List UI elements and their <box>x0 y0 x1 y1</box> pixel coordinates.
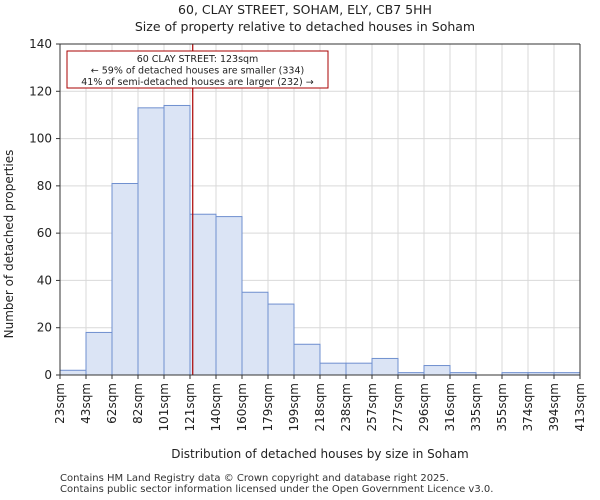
x-tick-label: 179sqm <box>261 383 275 431</box>
x-tick-label: 199sqm <box>287 383 301 431</box>
x-tick-label: 121sqm <box>183 383 197 431</box>
x-tick-label: 140sqm <box>209 383 223 431</box>
x-tick-label: 355sqm <box>495 383 509 431</box>
histogram-bar <box>137 107 165 376</box>
x-tick-label: 257sqm <box>365 383 379 431</box>
histogram-bar <box>345 362 373 376</box>
histogram-bar <box>293 343 321 376</box>
annotation-box: 60 CLAY STREET: 123sqm← 59% of detached … <box>66 50 329 89</box>
histogram-bar <box>267 303 295 376</box>
y-tick-labels: 0 20 40 60 80 100 120 140 <box>29 37 60 382</box>
y-tick-label: 140 <box>29 37 52 51</box>
y-tick-label: 100 <box>29 132 52 146</box>
annotation-text-line: ← 59% of detached houses are smaller (33… <box>91 66 304 77</box>
footer-line-1: Contains HM Land Registry data © Crown c… <box>60 473 449 484</box>
x-tick-label: 160sqm <box>235 383 249 431</box>
x-tick-label: 43sqm <box>79 383 93 424</box>
x-tick-label: 23sqm <box>53 383 67 424</box>
histogram-bar <box>241 291 269 376</box>
y-tick-label: 20 <box>37 321 52 335</box>
y-tick-label: 40 <box>37 273 52 287</box>
y-tick-label: 0 <box>44 368 52 382</box>
histogram-bar <box>371 357 399 376</box>
x-tick-label: 101sqm <box>157 383 171 431</box>
x-tick-label: 413sqm <box>573 383 587 431</box>
x-tick-label: 316sqm <box>443 383 457 431</box>
x-tick-label: 394sqm <box>547 383 561 431</box>
x-tick-label: 296sqm <box>417 383 431 431</box>
axes <box>59 43 581 376</box>
y-tick-label: 120 <box>29 84 52 98</box>
histogram-bar <box>423 365 451 376</box>
annotation-frame <box>66 50 329 89</box>
annotation-text-line: 60 CLAY STREET: 123sqm <box>137 54 259 65</box>
x-tick-label: 335sqm <box>469 383 483 431</box>
y-tick-label: 80 <box>37 179 52 193</box>
y-axis-label: Number of detached properties <box>2 150 16 339</box>
x-tick-label: 62sqm <box>105 383 119 424</box>
histogram-bar <box>59 369 87 376</box>
x-tick-label: 238sqm <box>339 383 353 431</box>
histogram-bar <box>163 104 191 376</box>
footer-line-2: Contains public sector information licen… <box>60 484 494 495</box>
histogram-bar <box>189 213 217 376</box>
x-tick-label: 374sqm <box>521 383 535 431</box>
chart-title: 60, CLAY STREET, SOHAM, ELY, CB7 5HH <box>178 2 432 17</box>
chart-subtitle: Size of property relative to detached ho… <box>135 19 475 34</box>
bars <box>59 104 581 376</box>
x-tick-label: 277sqm <box>391 383 405 431</box>
histogram-bar <box>215 216 243 376</box>
x-tick-label: 82sqm <box>131 383 145 424</box>
histogram-bar <box>85 331 113 376</box>
y-tick-label: 60 <box>37 226 52 240</box>
x-tick-label: 218sqm <box>313 383 327 431</box>
histogram-bar <box>111 182 139 376</box>
x-tick-labels: 23sqm 43sqm 62sqm 82sqm 101sqm 121sqm 140sqm 16… <box>53 375 587 431</box>
histogram-bar <box>319 362 347 376</box>
annotation-text-line: 41% of semi-detached houses are larger (… <box>81 77 314 88</box>
x-axis-label: Distribution of detached houses by size … <box>171 447 469 461</box>
